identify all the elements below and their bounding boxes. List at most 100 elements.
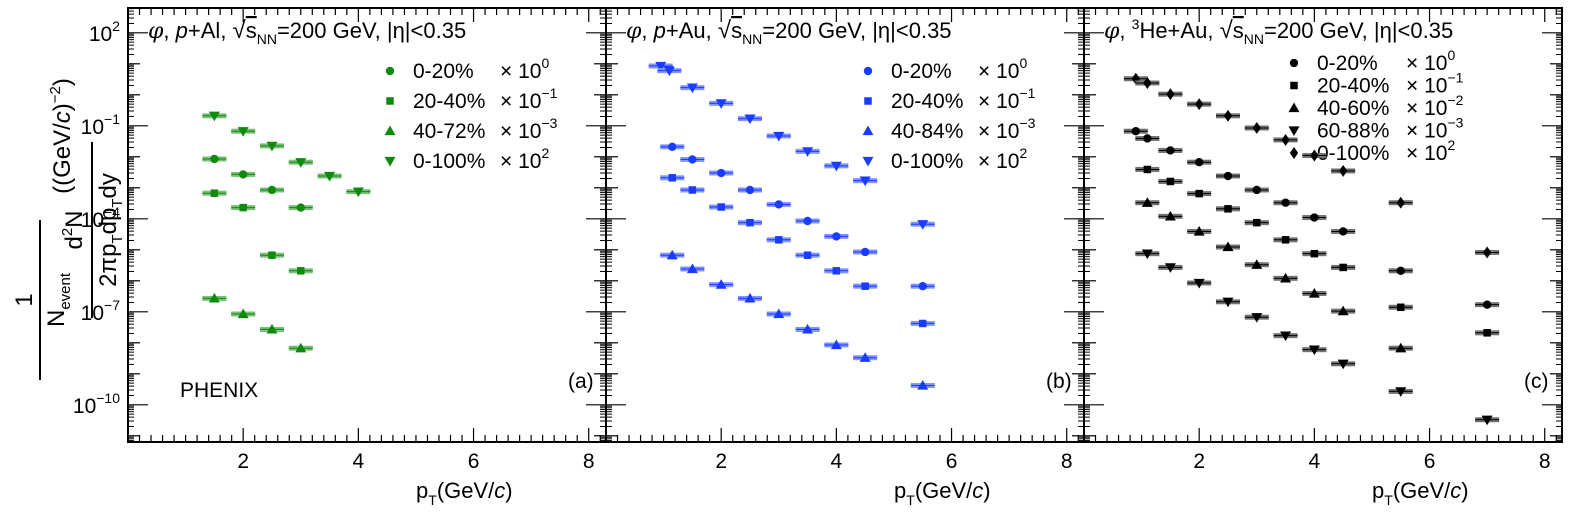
data-point xyxy=(666,249,678,260)
data-point xyxy=(803,216,812,226)
data-point xyxy=(860,247,870,257)
data-point xyxy=(688,186,697,194)
legend-scale: × 10−3 xyxy=(978,115,1036,143)
data-point xyxy=(324,171,336,182)
data-point xyxy=(1164,210,1176,221)
data-point xyxy=(668,174,676,182)
data-point xyxy=(744,292,756,303)
legend-scale: × 100 xyxy=(500,55,549,83)
legend-entry: 0-20% × 100 xyxy=(863,55,1027,83)
x-axis-label: pT(GeV/c) xyxy=(1372,478,1469,508)
x-tick-label: 6 xyxy=(946,450,958,473)
ylabel-one: 1 xyxy=(11,293,38,306)
legend-label: 20-40% xyxy=(413,90,485,113)
data-point xyxy=(655,61,667,72)
data-point xyxy=(1131,72,1140,85)
x-tick-label: 4 xyxy=(831,450,843,473)
plot-frame xyxy=(1083,7,1563,443)
legend-entry: 60-88% × 10−3 xyxy=(1288,115,1464,143)
legend-scale: × 10−1 xyxy=(978,85,1036,113)
data-point xyxy=(832,267,841,275)
data-point xyxy=(1143,77,1152,89)
x-axis-label: pT(GeV/c) xyxy=(894,478,991,508)
data-point xyxy=(717,203,725,211)
data-point xyxy=(1166,146,1175,155)
legend-label: 20-40% xyxy=(1317,75,1389,98)
data-point xyxy=(917,379,929,390)
panel-title: φ, p+Al, √sNN=200 GeV, |η|<0.35 xyxy=(148,17,466,47)
legend-label: 40-72% xyxy=(413,120,485,143)
data-point xyxy=(1482,300,1492,309)
data-point xyxy=(746,218,754,227)
legend-label: 60-88% xyxy=(1317,120,1389,143)
legend-scale: × 102 xyxy=(500,145,549,173)
data-point xyxy=(208,292,220,303)
data-point xyxy=(774,200,783,209)
data-point xyxy=(352,187,364,198)
legend-scale: × 100 xyxy=(978,55,1027,83)
panel-title: φ, 3He+Au, √sNN=200 GeV, |η|<0.35 xyxy=(1104,16,1453,47)
data-point xyxy=(1223,109,1233,122)
data-point xyxy=(210,154,219,164)
data-point xyxy=(1143,165,1152,174)
legend-scale: × 102 xyxy=(1406,137,1455,165)
data-point xyxy=(1281,198,1290,207)
data-point xyxy=(715,279,727,289)
legend-label: 0-20% xyxy=(413,60,474,83)
data-point xyxy=(1280,331,1292,342)
data-point xyxy=(268,251,276,259)
panel-label: (c) xyxy=(1524,370,1549,393)
data-point xyxy=(832,232,841,241)
legend-marker xyxy=(1288,102,1300,113)
data-point xyxy=(1395,387,1407,397)
data-point xyxy=(1166,88,1175,101)
ylabel-numerator: d2N xyxy=(59,210,88,249)
data-point xyxy=(830,339,842,350)
data-point xyxy=(775,236,783,244)
data-point xyxy=(1337,359,1349,370)
legend-marker xyxy=(1289,147,1299,159)
legend-entry: 0-20% × 100 xyxy=(1289,47,1455,75)
data-point xyxy=(1195,189,1203,198)
series-20-40% xyxy=(660,174,935,328)
data-point xyxy=(803,251,812,259)
legend-marker xyxy=(384,125,396,136)
data-point xyxy=(744,114,756,125)
legend-scale: × 10−2 xyxy=(1406,92,1464,120)
data-point xyxy=(266,141,278,152)
legend-entry: 20-40% × 10−1 xyxy=(1290,70,1464,98)
x-axis-label: pT(GeV/c) xyxy=(416,478,513,508)
series-40-60% xyxy=(1135,197,1413,353)
x-tick-label: 8 xyxy=(1061,450,1073,473)
legend-entry: 40-72% × 10−3 xyxy=(384,115,558,143)
data-point xyxy=(919,319,927,328)
data-point xyxy=(1482,246,1492,259)
y-tick-label: 10−10 xyxy=(73,390,120,418)
legend-label: 0-100% xyxy=(891,150,963,173)
data-point xyxy=(802,147,814,157)
data-point xyxy=(1252,185,1261,195)
data-point xyxy=(1338,164,1348,177)
legend-label: 0-100% xyxy=(413,150,485,173)
data-point xyxy=(239,170,248,179)
data-point xyxy=(830,161,842,172)
x-tick-label: 8 xyxy=(583,450,595,473)
legend-entry: 20-40% × 10−1 xyxy=(864,85,1036,113)
data-point xyxy=(1337,305,1349,316)
data-point xyxy=(1280,272,1292,283)
data-point xyxy=(1281,236,1290,244)
data-point xyxy=(295,158,307,168)
legend-marker xyxy=(386,97,394,105)
data-point xyxy=(1166,177,1175,186)
x-tick-label: 6 xyxy=(468,450,480,473)
data-point xyxy=(686,83,698,94)
data-point xyxy=(1193,225,1205,236)
legend-label: 40-84% xyxy=(891,120,963,143)
data-point xyxy=(688,155,697,164)
x-tick-label: 4 xyxy=(353,450,365,473)
data-point xyxy=(917,220,929,230)
data-point xyxy=(859,352,871,362)
legend-marker xyxy=(863,66,873,76)
legend-marker xyxy=(862,156,874,167)
